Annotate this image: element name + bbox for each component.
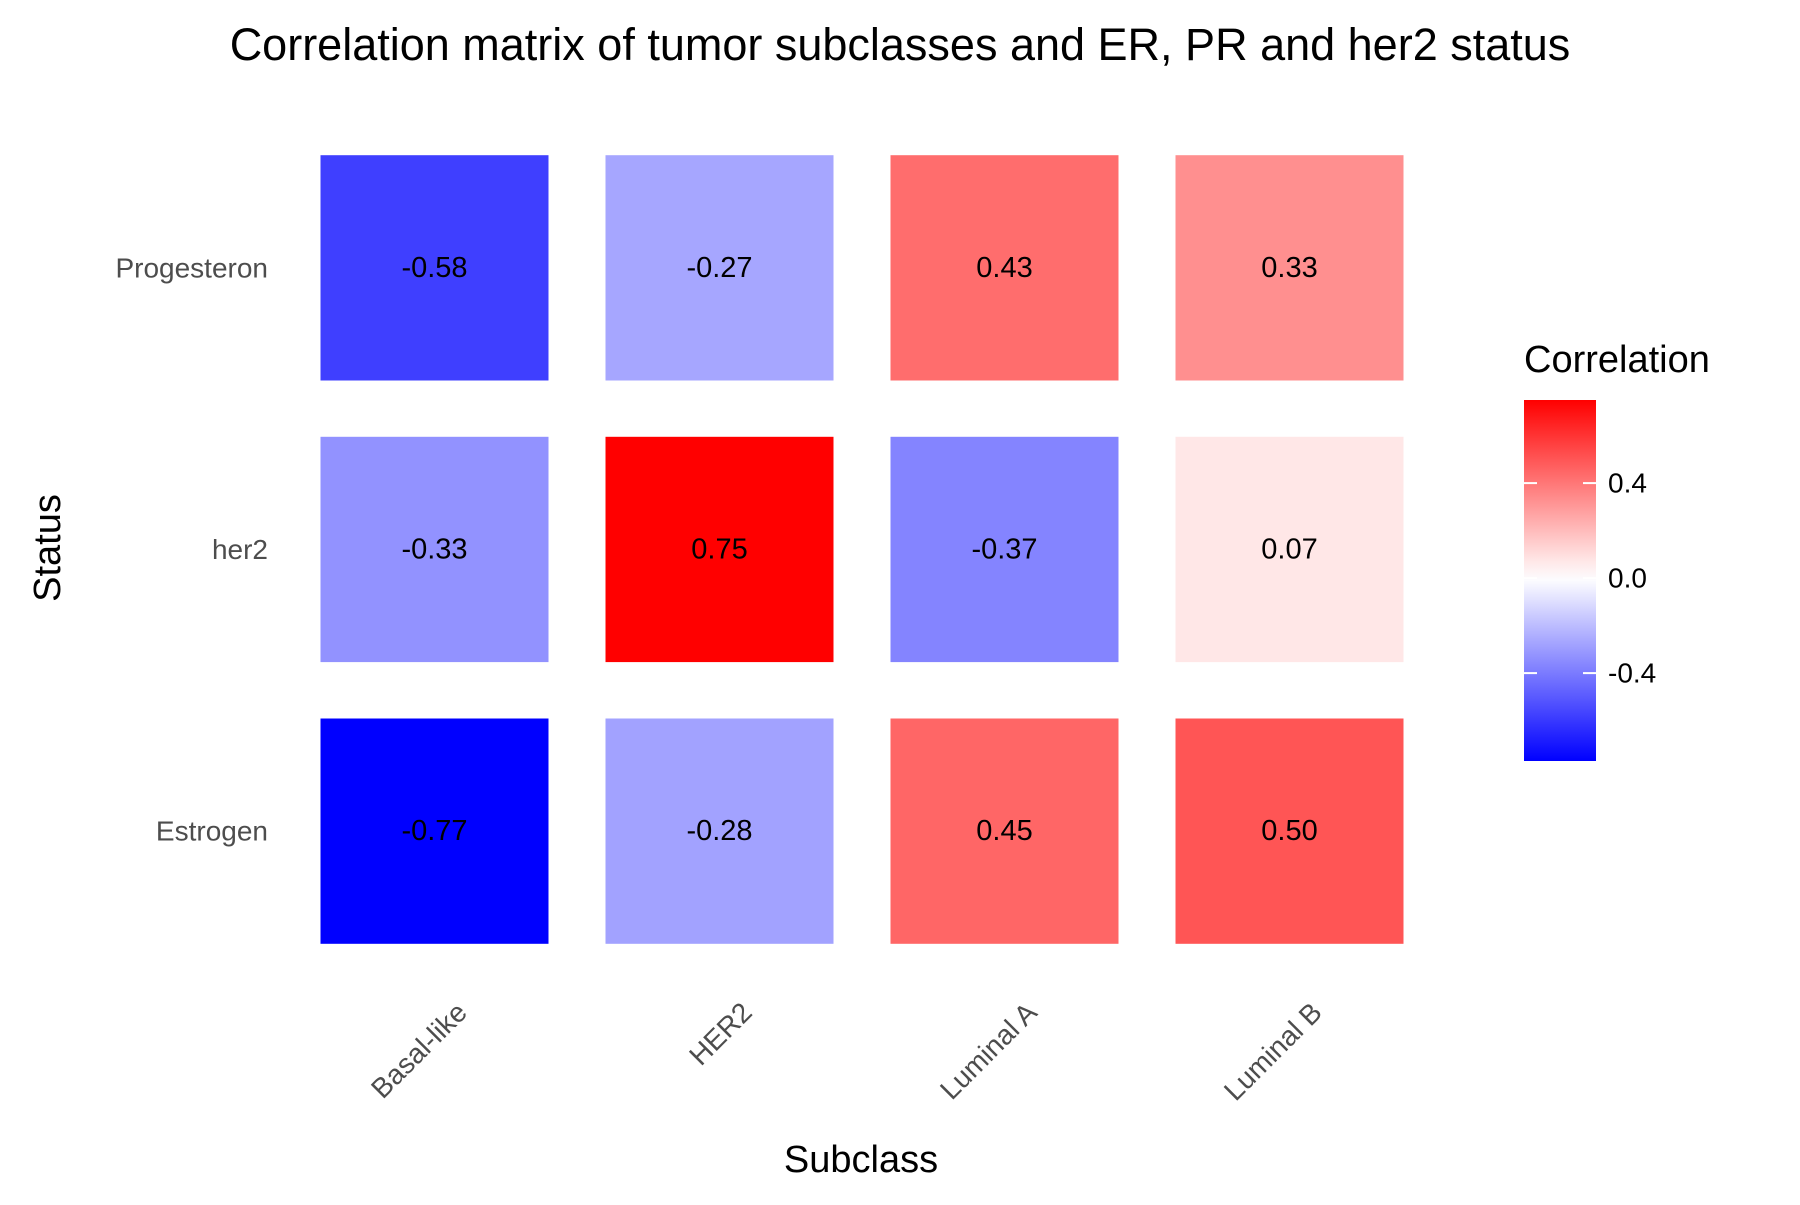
y-axis-tick-label: Progesteron bbox=[115, 252, 268, 283]
heatmap-cell bbox=[605, 436, 834, 663]
heatmap-cells bbox=[320, 155, 1404, 944]
heatmap-cell bbox=[320, 155, 549, 381]
x-axis-tick-label: Luminal A bbox=[934, 996, 1043, 1105]
heatmap-cell-label: 0.43 bbox=[976, 252, 1032, 284]
heatmap-cell-label: -0.33 bbox=[401, 534, 467, 566]
heatmap-cell-label: -0.28 bbox=[686, 815, 752, 847]
heatmap-cell bbox=[605, 155, 834, 381]
legend-ticks: 0.4 0.0 -0.4 bbox=[1524, 468, 1656, 689]
heatmap-cell bbox=[1175, 718, 1404, 944]
legend-tick-label: -0.4 bbox=[1608, 658, 1656, 689]
y-axis-tick-label: Estrogen bbox=[156, 816, 268, 847]
chart-title: Correlation matrix of tumor subclasses a… bbox=[230, 19, 1571, 70]
heatmap-cell bbox=[320, 718, 549, 944]
x-axis-tick-labels: Basal-like HER2 Luminal A Luminal B bbox=[365, 996, 1328, 1106]
heatmap-cell bbox=[890, 155, 1119, 381]
x-axis-tick-label: Luminal B bbox=[1218, 996, 1328, 1106]
x-axis-title: Subclass bbox=[784, 1139, 938, 1181]
x-axis-tick-label: HER2 bbox=[683, 996, 758, 1071]
heatmap-cell bbox=[1175, 436, 1404, 663]
heatmap-cell bbox=[605, 718, 834, 944]
heatmap-cell bbox=[320, 436, 549, 663]
heatmap-cell-label: -0.58 bbox=[401, 252, 467, 284]
y-axis-tick-labels: Progesteron her2 Estrogen bbox=[115, 252, 268, 846]
heatmap-cell-label: -0.77 bbox=[401, 815, 467, 847]
color-legend: Correlation 0.4 0.0 -0.4 bbox=[1524, 339, 1710, 761]
legend-tick-label: 0.4 bbox=[1608, 468, 1647, 499]
legend-tick-label: 0.0 bbox=[1608, 563, 1647, 594]
heatmap-cell bbox=[1175, 155, 1404, 381]
heatmap-cell-label: -0.27 bbox=[686, 252, 752, 284]
heatmap-cell bbox=[890, 718, 1119, 944]
legend-colorbar bbox=[1524, 400, 1596, 761]
y-axis-tick-label: her2 bbox=[212, 534, 268, 565]
heatmap-cell bbox=[890, 436, 1119, 663]
heatmap-cell-label: 0.07 bbox=[1261, 534, 1317, 566]
heatmap-cell-label: 0.33 bbox=[1261, 252, 1317, 284]
y-axis-title: Status bbox=[27, 494, 69, 602]
heatmap-cell-label: 0.50 bbox=[1261, 815, 1317, 847]
legend-title: Correlation bbox=[1524, 339, 1710, 381]
heatmap-cell-labels: -0.58 -0.27 0.43 0.33 -0.33 0.75 -0.37 0.07 -0.7… bbox=[401, 252, 1317, 847]
heatmap-cell-label: -0.37 bbox=[971, 534, 1037, 566]
x-axis-tick-label: Basal-like bbox=[365, 996, 473, 1104]
heatmap-cell-label: 0.75 bbox=[691, 534, 747, 566]
heatmap-cell-label: 0.45 bbox=[976, 815, 1032, 847]
